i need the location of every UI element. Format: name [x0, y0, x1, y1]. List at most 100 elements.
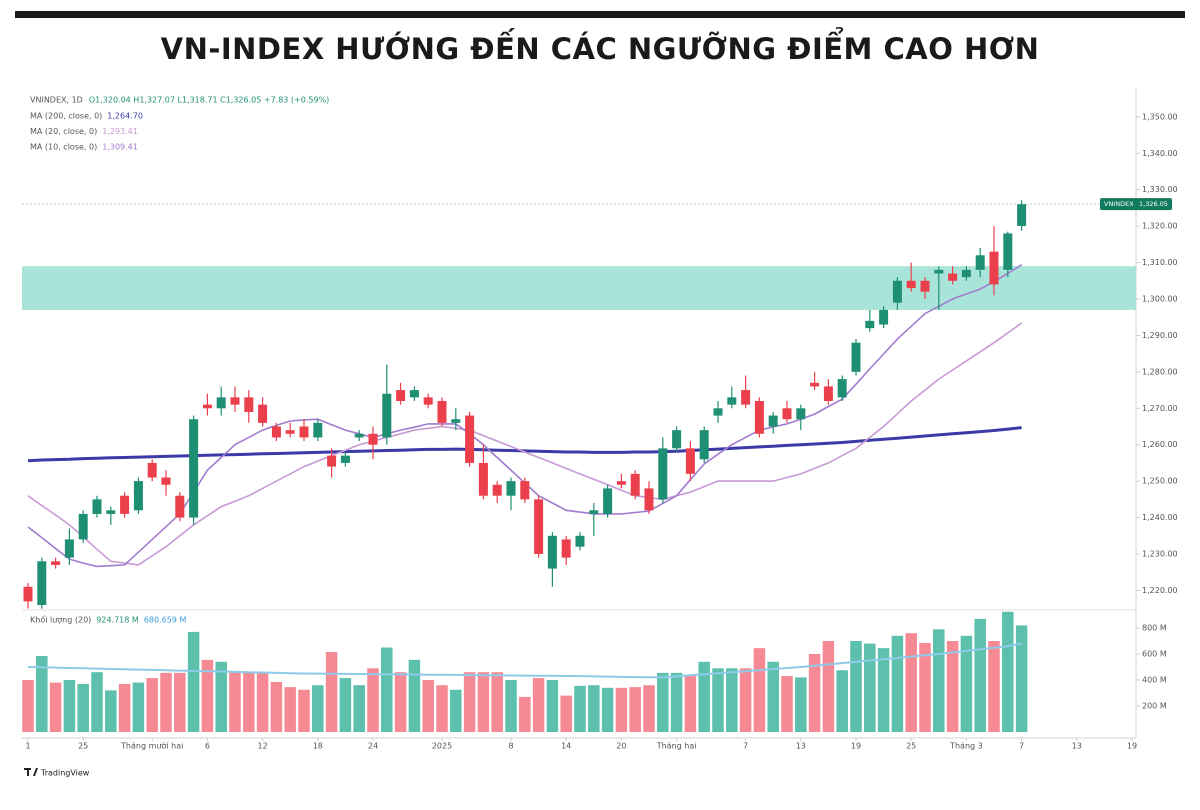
candle-body: [354, 433, 364, 438]
volume-bar: [463, 672, 476, 732]
volume-bar: [546, 680, 559, 732]
volume-bar: [988, 641, 1000, 732]
candle-body: [672, 430, 682, 449]
candle-body: [644, 488, 654, 511]
moving-average-line: [27, 264, 1023, 568]
candle-body: [520, 481, 530, 500]
y-tick-label: 1,320.00: [1142, 222, 1178, 231]
volume-bar: [353, 685, 365, 732]
x-tick-label: 13: [796, 742, 806, 751]
volume-bar: [325, 652, 338, 732]
volume-bar: [712, 668, 724, 732]
x-tick-label: 13: [1072, 742, 1082, 751]
last-price-symbol: VNINDEX: [1104, 200, 1134, 208]
legend-value: 1,293.41: [102, 127, 138, 136]
legend-value: 1,264.70: [107, 112, 143, 121]
volume-bar: [588, 685, 600, 732]
volume-bar: [850, 641, 862, 732]
x-tick-label: 14: [561, 742, 571, 751]
x-tick-label: 19: [1127, 742, 1137, 751]
top-rule: [15, 11, 1185, 18]
candle-body: [244, 397, 254, 412]
x-tick-label: 8: [508, 742, 513, 751]
x-tick-label: Tháng mười hai: [120, 741, 183, 751]
volume-ma-line: [27, 642, 1022, 679]
volume-bar: [822, 641, 835, 732]
volume-bar: [629, 687, 641, 732]
page-title: VN-INDEX HƯỚNG ĐẾN CÁC NGƯỠNG ĐIỂM CAO H…: [161, 27, 1040, 66]
volume-bar: [808, 654, 821, 732]
volume-bar: [450, 689, 462, 732]
volume-header-value: 924.718 M: [96, 616, 139, 625]
volume-header-value: 680.659 M: [144, 616, 187, 625]
volume-bar: [877, 648, 890, 732]
candle-body: [713, 408, 723, 416]
candle-body: [368, 433, 378, 445]
candle-body: [768, 415, 778, 427]
candle-body: [1017, 204, 1027, 226]
y-tick-label: 400 M: [1142, 676, 1167, 685]
moving-average-line: [27, 322, 1023, 566]
x-tick-label: 19: [851, 742, 861, 751]
x-tick-label: 24: [368, 742, 378, 751]
volume-bar: [201, 659, 214, 732]
volume-bar: [243, 672, 255, 732]
candle-body: [961, 269, 971, 278]
candle-body: [727, 397, 737, 405]
y-tick-label: 1,310.00: [1142, 258, 1178, 267]
x-tick-label: 12: [258, 742, 268, 751]
candle-body: [382, 393, 392, 438]
y-tick-label: 200 M: [1142, 702, 1167, 711]
candle-body: [892, 280, 902, 303]
x-tick-label: 2025: [432, 742, 452, 751]
candle-body: [906, 280, 916, 289]
candle-body: [658, 448, 668, 500]
candle-body: [975, 255, 985, 270]
y-tick-label: 1,230.00: [1142, 550, 1178, 559]
volume-bar: [381, 647, 393, 732]
legend-header: VNINDEX, 1D: [30, 96, 83, 105]
volume-bar: [795, 677, 807, 732]
volume-bar: [836, 670, 848, 732]
candle-body: [51, 561, 61, 565]
candle-body: [782, 408, 792, 420]
x-tick-label: 1: [25, 742, 30, 751]
volume-bar: [698, 661, 710, 732]
candle-body: [534, 499, 544, 554]
volume-bar: [77, 683, 89, 732]
candle-body: [396, 390, 406, 401]
y-tick-label: 1,300.00: [1142, 295, 1178, 304]
x-tick-label: 25: [78, 742, 88, 751]
volume-bar: [367, 668, 379, 732]
legend-value: 1,309.41: [102, 143, 138, 152]
y-tick-label: 1,340.00: [1142, 149, 1178, 158]
volume-bar: [394, 672, 407, 732]
y-tick-label: 1,260.00: [1142, 440, 1178, 449]
candle-body: [796, 408, 806, 420]
candle-body: [492, 484, 502, 496]
candle-body: [851, 342, 861, 372]
legend-name: MA (200, close, 0): [30, 112, 102, 121]
candle-body: [230, 397, 240, 405]
legend-name: MA (10, close, 0): [30, 143, 97, 152]
volume-bar: [519, 696, 531, 732]
candle-body: [437, 401, 447, 423]
y-tick-label: 1,330.00: [1142, 185, 1178, 194]
candle-body: [451, 419, 461, 423]
volume-bar: [505, 680, 517, 732]
candle-body: [216, 397, 226, 409]
volume-bar: [726, 668, 738, 732]
candle-body: [92, 499, 102, 514]
volume-bar: [767, 661, 779, 732]
candle-body: [120, 495, 130, 514]
candle-body: [78, 513, 88, 540]
x-tick-label: Tháng hai: [656, 742, 697, 751]
candle-body: [699, 430, 709, 460]
volume-bar: [63, 680, 76, 732]
volume-bar: [270, 681, 283, 732]
candle-body: [920, 280, 930, 292]
candle-body: [409, 390, 419, 398]
candle-body: [865, 320, 875, 329]
x-tick-label: Tháng 3: [949, 742, 983, 751]
candle-body: [271, 426, 281, 438]
